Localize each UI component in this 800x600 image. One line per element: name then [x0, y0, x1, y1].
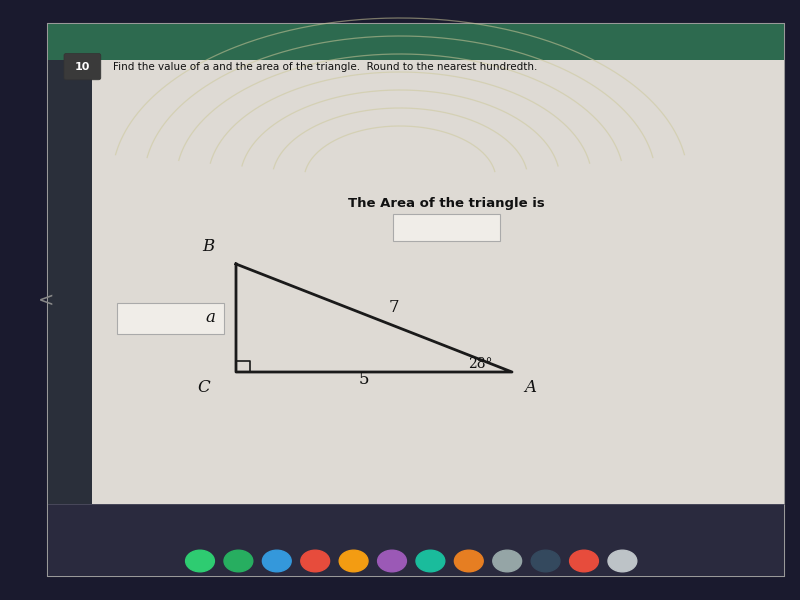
FancyBboxPatch shape [393, 214, 500, 241]
Text: Find the value of a and the area of the triangle.  Round to the nearest hundredt: Find the value of a and the area of the … [113, 62, 537, 71]
Bar [48, 504, 784, 576]
Circle shape [224, 550, 253, 572]
Circle shape [454, 550, 483, 572]
Text: 7: 7 [389, 299, 400, 316]
Circle shape [186, 550, 214, 572]
Circle shape [608, 550, 637, 572]
Bar [48, 24, 784, 60]
Circle shape [531, 550, 560, 572]
Circle shape [262, 550, 291, 572]
Circle shape [416, 550, 445, 572]
Text: The Area of the triangle is: The Area of the triangle is [348, 197, 545, 211]
Text: B: B [202, 238, 214, 255]
FancyBboxPatch shape [117, 303, 224, 334]
Circle shape [493, 550, 522, 572]
Text: 28°: 28° [468, 357, 492, 371]
Text: 10: 10 [74, 62, 90, 71]
Circle shape [339, 550, 368, 572]
Bar [92, 60, 784, 504]
Circle shape [378, 550, 406, 572]
Text: <: < [38, 290, 54, 310]
FancyBboxPatch shape [64, 53, 101, 80]
Text: C: C [197, 379, 210, 396]
Circle shape [301, 550, 330, 572]
Bar [48, 60, 92, 504]
Text: 5: 5 [358, 371, 370, 388]
Text: a: a [206, 310, 215, 326]
Text: A: A [524, 379, 536, 396]
Circle shape [570, 550, 598, 572]
